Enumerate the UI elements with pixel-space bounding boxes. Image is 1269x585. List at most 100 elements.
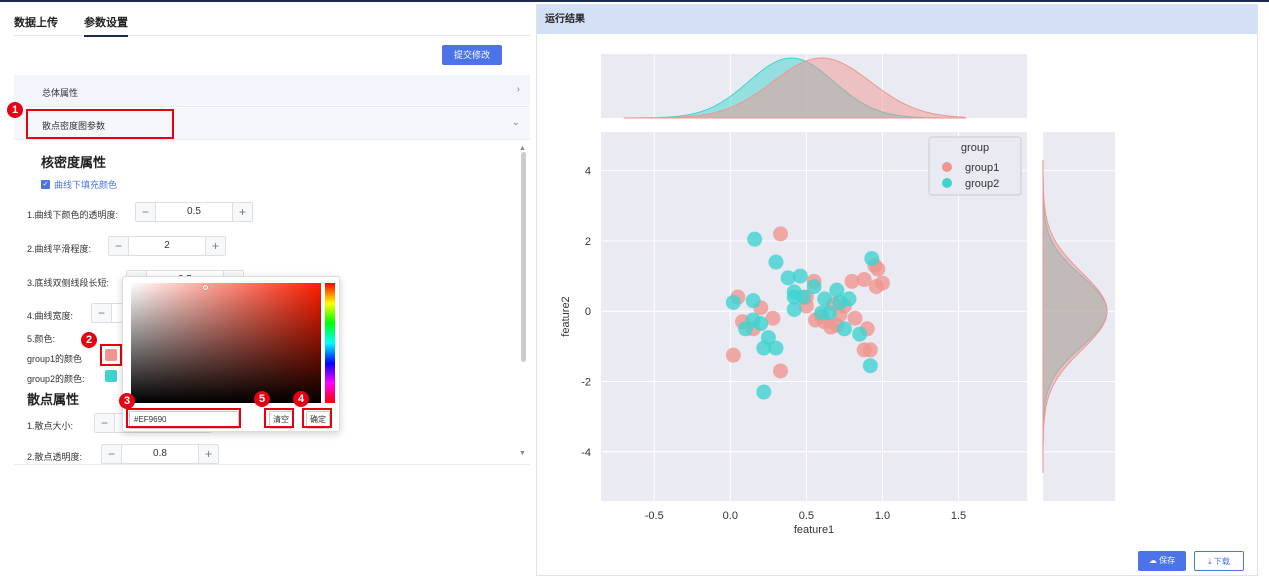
- scatter-point-group1: [856, 272, 872, 288]
- minus-icon[interactable]: −: [92, 304, 112, 322]
- accordion-scatter-density-params[interactable]: 散点密度图参数 ⌄: [14, 108, 530, 140]
- annotation-badge: 3: [119, 393, 135, 409]
- highlight-box: [302, 408, 332, 428]
- param-label: 1.散点大小:: [27, 421, 74, 431]
- minus-icon[interactable]: −: [102, 445, 122, 463]
- save-button[interactable]: ☁ 保存: [1138, 551, 1186, 571]
- hue-slider[interactable]: [325, 283, 335, 403]
- group1-color-swatch[interactable]: [105, 349, 117, 361]
- param-label: 4.曲线宽度:: [27, 311, 74, 321]
- scatter-point-group1: [868, 279, 884, 295]
- scatter-point-group2: [836, 321, 852, 337]
- param-label: 1.曲线下颜色的透明度:: [27, 210, 119, 220]
- y-tick-label: 0: [585, 306, 591, 318]
- divider: [14, 464, 530, 465]
- accordion-general-properties[interactable]: 总体属性 ›: [14, 75, 530, 107]
- accordion-label: 散点密度图参数: [42, 121, 106, 131]
- kde-curve-y-group1: [1042, 160, 1108, 473]
- stepper-value[interactable]: 2: [164, 240, 170, 251]
- legend-marker-group2: [942, 178, 952, 188]
- scatter-point-group2: [768, 340, 784, 356]
- scatter-point-group2: [806, 279, 822, 295]
- plus-icon[interactable]: +: [232, 203, 252, 221]
- scatter-point-group2: [753, 316, 769, 332]
- fill-checkbox-label: 曲线下填充颜色: [54, 180, 118, 190]
- tab-bar: 数据上传 参数设置: [14, 14, 530, 37]
- y-tick-label: -2: [581, 377, 591, 389]
- hex-input[interactable]: #EF9690: [129, 411, 239, 429]
- download-label: 下载: [1213, 557, 1230, 566]
- highlight-box: [126, 408, 241, 428]
- scatter-point-group2: [862, 358, 878, 374]
- scatter-point-group2: [756, 340, 772, 356]
- minus-icon[interactable]: −: [136, 203, 156, 221]
- point-opacity-stepper[interactable]: − 0.8 +: [101, 444, 219, 464]
- kde-curve-x-group1: [623, 57, 967, 119]
- scatter-point-group2: [756, 384, 772, 400]
- x-tick-label: 0.0: [723, 510, 738, 522]
- highlight-box: [100, 344, 122, 366]
- scatter-point-group2: [829, 282, 845, 298]
- cloud-icon: ☁: [1148, 556, 1160, 565]
- annotation-badge: 4: [293, 391, 309, 407]
- scatter-point-group2: [792, 268, 808, 284]
- scatter-point-group2: [852, 326, 868, 342]
- smoothness-stepper[interactable]: − 2 +: [108, 236, 226, 256]
- scatter-point-group1: [823, 319, 839, 335]
- confirm-button[interactable]: 确定: [306, 411, 330, 429]
- scroll-up-icon[interactable]: ▲: [519, 145, 526, 152]
- transparency-stepper[interactable]: − 0.5 +: [135, 202, 253, 222]
- annotation-badge: 2: [81, 332, 97, 348]
- checkmark-icon: ✓: [41, 180, 50, 189]
- y-tick-label: 2: [585, 236, 591, 248]
- download-button[interactable]: ⤓ 下载: [1194, 551, 1244, 571]
- highlight-box: [264, 408, 294, 428]
- scatter-point-group1: [773, 226, 789, 242]
- scatter-point-group1: [844, 273, 860, 289]
- scatter-point-group1: [856, 342, 872, 358]
- scatter-point-group2: [780, 270, 796, 286]
- group2-color-swatch[interactable]: [105, 370, 117, 382]
- tab-parameter-settings[interactable]: 参数设置: [84, 14, 128, 37]
- stepper-value[interactable]: 0.5: [187, 206, 201, 217]
- scatter-point-group1: [765, 310, 781, 326]
- scatter-point-group2: [738, 321, 754, 337]
- stepper-value[interactable]: 0.8: [153, 448, 167, 459]
- minus-icon[interactable]: −: [109, 237, 129, 255]
- plus-icon[interactable]: +: [205, 237, 225, 255]
- y-tick-label: -4: [581, 447, 591, 459]
- scrollbar-thumb[interactable]: [521, 152, 526, 362]
- x-tick-label: -0.5: [645, 510, 664, 522]
- joint-plot: -0.5 0.0 0.5 1.0 1.5 4 2 0 -2 -4 feature1 feature2 g…: [560, 54, 1115, 536]
- submit-changes-button[interactable]: 提交修改: [442, 45, 502, 65]
- x-tick-label: 0.5: [799, 510, 814, 522]
- scatter-point-group2: [841, 291, 857, 307]
- legend-title: group: [961, 142, 989, 154]
- x-tick-label: 1.5: [951, 510, 966, 522]
- plus-icon[interactable]: +: [198, 445, 218, 463]
- save-label: 保存: [1159, 556, 1176, 565]
- top-border: [0, 0, 1269, 2]
- scroll-down-icon[interactable]: ▼: [519, 450, 526, 457]
- color-label: 5.颜色:: [27, 334, 56, 344]
- scatter-point-group2: [817, 291, 833, 307]
- legend-label-group2: group2: [965, 178, 999, 190]
- scatter-point-group2: [745, 293, 761, 309]
- legend-label-group1: group1: [965, 162, 999, 174]
- fill-checkbox[interactable]: ✓ 曲线下填充颜色: [41, 178, 117, 191]
- x-tick-label: 1.0: [875, 510, 890, 522]
- group1-color-label: group1的颜色: [27, 354, 83, 364]
- tab-data-upload[interactable]: 数据上传: [14, 17, 58, 29]
- minus-icon[interactable]: −: [95, 414, 115, 432]
- color-cursor[interactable]: [203, 285, 208, 290]
- scatter-section-title: 散点属性: [27, 392, 80, 407]
- param-label: 2.曲线平滑程度:: [27, 244, 92, 254]
- saturation-value-area[interactable]: [131, 283, 321, 403]
- chevron-right-icon: ›: [516, 84, 520, 95]
- result-panel-title: 运行结果: [537, 5, 1257, 34]
- result-panel: 运行结果 -0.5 0.0 0.5 1.0 1.5 4 2 0 -2 -4 feature1 feat…: [536, 4, 1258, 576]
- settings-panel: 数据上传 参数设置 提交修改 总体属性 › 散点密度图参数 ⌄ 1 核密度属性 …: [0, 2, 530, 585]
- scatter-point-group1: [847, 310, 863, 326]
- annotation-badge: 5: [254, 391, 270, 407]
- scatter-point-group2: [725, 294, 741, 310]
